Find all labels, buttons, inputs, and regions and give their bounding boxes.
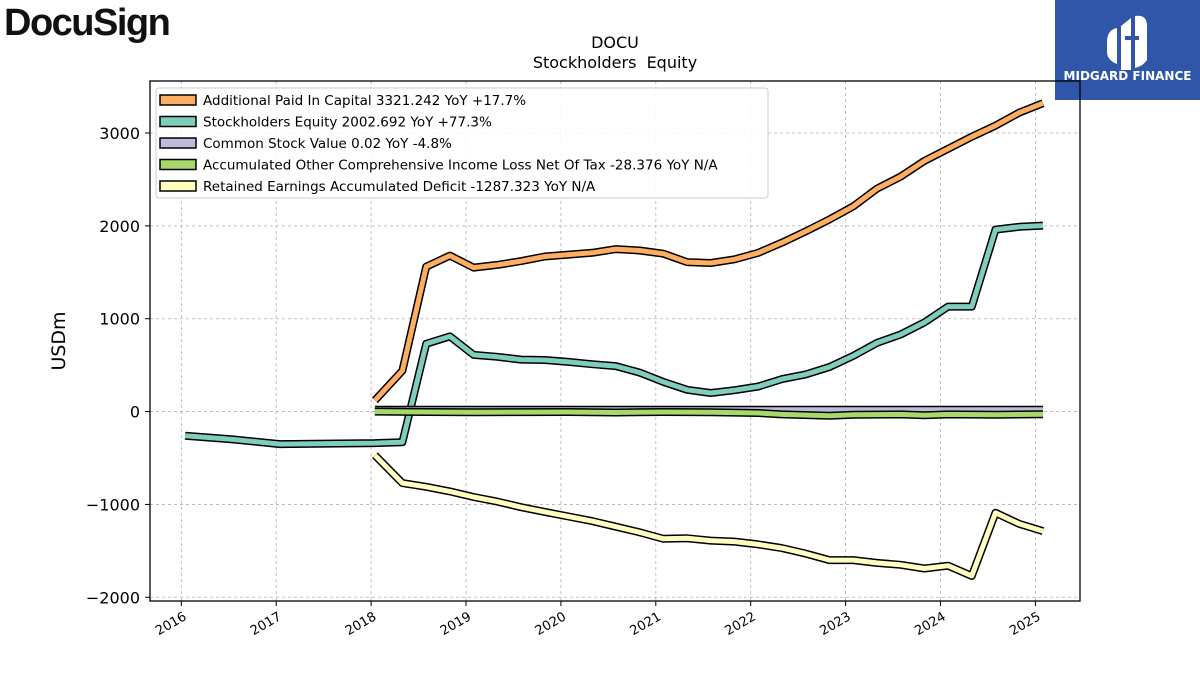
x-axis-ticks: 2016 2017 2018 2019 2020 2021 2022 2023 2024 2025 bbox=[153, 601, 1043, 639]
chart-title: DOCU bbox=[591, 33, 639, 52]
retained-earnings-accumulated-deficit-line-outline bbox=[372, 452, 1045, 580]
midgard-finance-badge: MIDGARD FINANCE bbox=[1055, 0, 1200, 100]
x-tick-label: 2020 bbox=[533, 609, 569, 639]
y-tick-label: 1000 bbox=[99, 310, 140, 329]
legend-box bbox=[155, 87, 769, 199]
y-tick-label: −2000 bbox=[86, 588, 140, 607]
x-tick-label: 2019 bbox=[438, 609, 474, 639]
x-tick-label: 2023 bbox=[817, 609, 853, 639]
y-tick-label: 2000 bbox=[99, 217, 140, 236]
legend-swatch bbox=[159, 158, 197, 171]
midgard-logo-icon bbox=[1107, 15, 1147, 70]
x-tick-label: 2018 bbox=[343, 609, 379, 639]
y-axis-label: USDm bbox=[48, 311, 70, 370]
x-tick-label: 2016 bbox=[153, 609, 189, 639]
accumulated-other-comprehensive-income-loss-net-of-tax-line bbox=[374, 409, 1044, 419]
legend-entry: Stockholders Equity 2002.692 YoY +77.3% bbox=[203, 115, 492, 131]
x-tick-label: 2017 bbox=[248, 609, 284, 639]
legend-entry: Additional Paid In Capital 3321.242 YoY … bbox=[203, 93, 526, 109]
y-tick-label: 0 bbox=[130, 403, 140, 422]
legend: Additional Paid In Capital 3321.242 YoY … bbox=[155, 87, 769, 199]
chart-subtitle: Stockholders Equity bbox=[533, 53, 697, 72]
badge-label: MIDGARD FINANCE bbox=[1063, 69, 1192, 83]
y-tick-label: 3000 bbox=[99, 124, 140, 143]
x-tick-label: 2024 bbox=[912, 609, 948, 639]
legend-entry: Common Stock Value 0.02 YoY -4.8% bbox=[203, 136, 452, 152]
x-tick-label: 2021 bbox=[628, 609, 664, 639]
legend-swatch bbox=[159, 137, 197, 149]
docusign-logo: DocuSign bbox=[4, 2, 171, 44]
x-tick-label: 2025 bbox=[1007, 609, 1043, 639]
legend-entry: Accumulated Other Comprehensive Income L… bbox=[203, 158, 718, 174]
series-layer bbox=[184, 99, 1045, 580]
y-axis-ticks: −2000 −1000 0 1000 2000 3000 bbox=[86, 124, 150, 607]
legend-entry: Retained Earnings Accumulated Deficit -1… bbox=[203, 179, 596, 195]
legend-swatch bbox=[159, 115, 197, 128]
legend-swatch bbox=[159, 94, 197, 106]
legend-swatch bbox=[159, 180, 197, 192]
retained-earnings-accumulated-deficit-line bbox=[373, 453, 1044, 579]
plot-frame bbox=[149, 80, 1081, 602]
y-tick-label: −1000 bbox=[86, 495, 140, 514]
additional-paid-in-capital-line bbox=[373, 100, 1044, 403]
x-tick-label: 2022 bbox=[723, 609, 759, 639]
